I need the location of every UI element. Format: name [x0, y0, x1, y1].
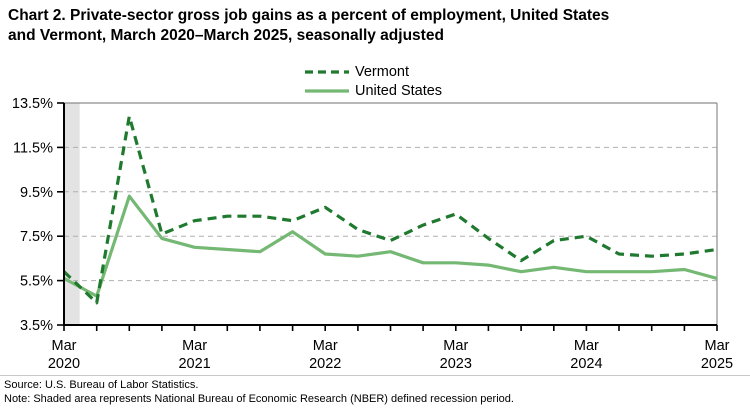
chart-title-line2: and Vermont, March 2020–March 2025, seas…	[8, 26, 444, 44]
legend-item-united-states: United States	[304, 81, 442, 100]
y-tick-label: 9.5%	[20, 185, 53, 201]
x-tick-label-month: Mar	[443, 338, 468, 354]
x-tick-label-year: 2023	[440, 356, 472, 372]
chart-title-line1: Chart 2. Private-sector gross job gains …	[8, 7, 610, 24]
x-tick-label-month: Mar	[574, 338, 599, 354]
legend-label-vermont: Vermont	[355, 63, 409, 80]
vermont-line-swatch	[305, 69, 349, 74]
legend-label-united-states: United States	[355, 82, 443, 99]
recession-band	[64, 103, 80, 325]
united-states-line	[63, 194, 718, 298]
recession-note: Note: Shaded area represents National Bu…	[4, 393, 514, 405]
x-tick-label-year: 2024	[570, 356, 602, 372]
y-tick-label: 3.5%	[20, 318, 53, 334]
vermont-line	[62, 114, 718, 305]
x-tick-label-month: Mar	[52, 338, 77, 354]
footer-divider	[0, 375, 750, 376]
x-tick-label-month: Mar	[182, 338, 207, 354]
y-tick-label: 11.5%	[13, 140, 53, 156]
source-note: Source: U.S. Bureau of Labor Statistics.	[4, 379, 199, 391]
y-tick-label: 7.5%	[20, 229, 53, 245]
y-tick-label: 13.5%	[12, 96, 53, 112]
x-tick-label-year: 2025	[701, 356, 733, 372]
united-states-line-swatch	[305, 88, 349, 93]
footer: Source: U.S. Bureau of Labor Statistics.…	[4, 378, 748, 406]
x-tick-label-month: Mar	[313, 338, 338, 354]
x-tick-label-month: Mar	[705, 338, 730, 354]
chart-title: Chart 2. Private-sector gross job gains …	[8, 6, 744, 46]
x-tick-label-year: 2022	[309, 356, 341, 372]
legend-item-vermont: Vermont	[304, 62, 442, 81]
x-tick-label-year: 2020	[48, 356, 80, 372]
legend: Vermont United States	[304, 62, 442, 100]
x-tick-label-year: 2021	[178, 356, 210, 372]
y-tick-label: 5.5%	[20, 274, 53, 290]
